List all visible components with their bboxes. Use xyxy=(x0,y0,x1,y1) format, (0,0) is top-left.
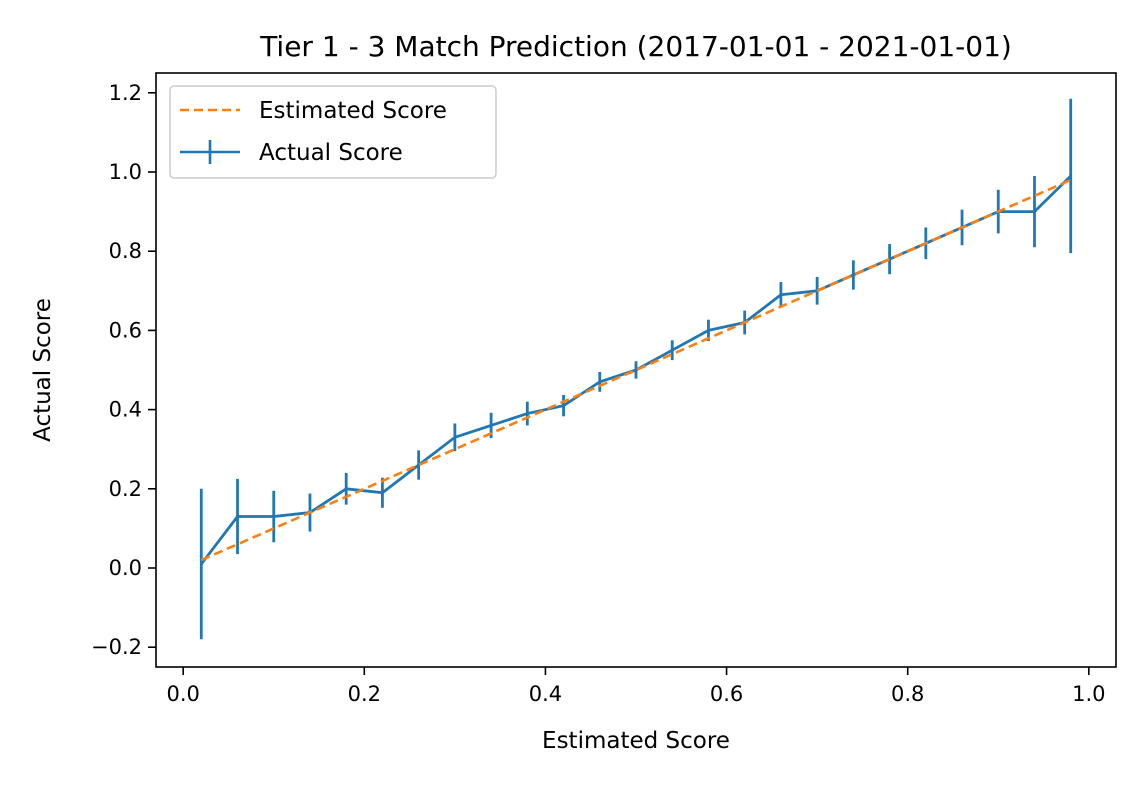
x-tick-label: 0.8 xyxy=(891,682,924,706)
y-tick-label: 1.0 xyxy=(109,160,142,184)
legend: Estimated Score Actual Score xyxy=(169,85,497,179)
plot-frame xyxy=(155,72,1117,668)
x-tick-label: 0.4 xyxy=(529,682,562,706)
y-tick-label: 0.2 xyxy=(109,477,142,501)
x-axis-label: Estimated Score xyxy=(542,728,730,754)
y-tick-label: 0.4 xyxy=(109,398,142,422)
y-tick-label: 0.0 xyxy=(109,556,142,580)
y-axis: −0.2 0.0 0.2 0.4 0.6 0.8 1.0 1.2 xyxy=(91,81,156,659)
chart-title: Tier 1 - 3 Match Prediction (2017-01-01 … xyxy=(259,30,1012,63)
x-tick-label: 0.2 xyxy=(348,682,381,706)
x-axis: 0.0 0.2 0.4 0.6 0.8 1.0 xyxy=(166,667,1106,706)
y-tick-label: 0.8 xyxy=(109,239,142,263)
x-tick-label: 0.0 xyxy=(166,682,199,706)
plot-area xyxy=(199,98,1073,640)
x-tick-label: 0.6 xyxy=(710,682,743,706)
y-tick-label: −0.2 xyxy=(91,635,142,659)
y-axis-label: Actual Score xyxy=(30,298,56,442)
legend-label-estimated-score: Estimated Score xyxy=(259,98,447,124)
y-tick-label: 0.6 xyxy=(109,318,142,342)
legend-label-actual-score: Actual Score xyxy=(259,140,403,166)
actual-score-line xyxy=(200,174,1072,565)
y-tick-label: 1.2 xyxy=(109,81,142,105)
estimated-score-line xyxy=(200,178,1072,562)
x-tick-label: 1.0 xyxy=(1072,682,1105,706)
legend-box xyxy=(169,85,497,179)
